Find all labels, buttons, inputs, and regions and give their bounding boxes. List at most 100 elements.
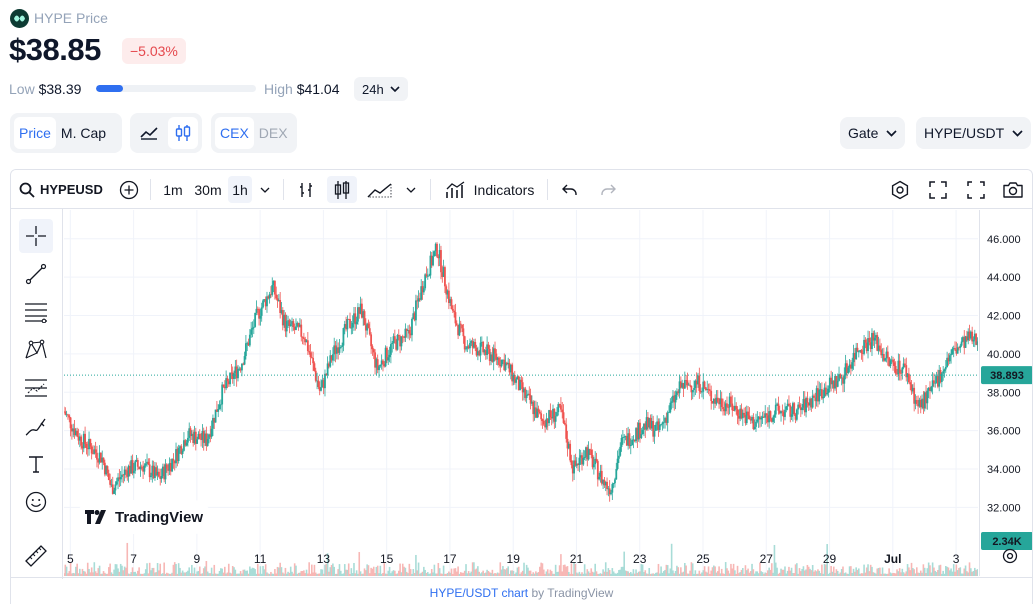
indicators-button[interactable]: Indicators xyxy=(441,176,539,203)
candle-body xyxy=(595,458,598,462)
candle-body xyxy=(952,348,955,349)
volume-bar xyxy=(110,572,113,576)
volume-bar xyxy=(324,564,326,576)
fib-retracement-tool[interactable] xyxy=(19,295,53,329)
volume-bar xyxy=(715,572,718,576)
interval-1m[interactable]: 1m xyxy=(163,181,183,198)
volume-bar xyxy=(143,573,146,576)
time-tick-label: 9 xyxy=(194,552,201,566)
interval-dropdown[interactable] xyxy=(255,176,275,203)
candle-body xyxy=(628,433,631,447)
candle-body xyxy=(469,343,471,349)
volume-bar xyxy=(521,570,524,576)
redo-button[interactable] xyxy=(597,176,619,203)
interval-1h[interactable]: 1h xyxy=(228,176,252,203)
price-axis[interactable]: 46.000 44.000 42.000 40.000 38.000 36.000 34.0… xyxy=(979,210,1032,576)
candle-body xyxy=(503,359,506,371)
settings-button[interactable] xyxy=(887,176,913,203)
volume-bar xyxy=(446,573,449,576)
volume-bar xyxy=(727,570,730,576)
chart-type-dropdown[interactable] xyxy=(401,176,421,203)
fullscreen-button[interactable] xyxy=(925,176,951,203)
volume-bar xyxy=(367,565,370,576)
volume-bar xyxy=(722,573,724,576)
volume-bar xyxy=(151,567,154,576)
volume-bar xyxy=(321,569,324,576)
volume-bar xyxy=(629,572,632,576)
candle-body xyxy=(197,433,200,440)
candle-body xyxy=(802,398,805,408)
candles-style-button[interactable] xyxy=(327,176,357,203)
candle-body xyxy=(581,455,583,465)
price-chart-area[interactable] xyxy=(63,210,1010,576)
volume-bar xyxy=(452,573,454,576)
candle-body xyxy=(546,418,549,424)
text-tool[interactable] xyxy=(19,447,53,481)
tab-market-cap[interactable]: M. Cap xyxy=(60,125,107,141)
volume-bar xyxy=(208,573,210,576)
volume-bar xyxy=(550,571,553,576)
volume-bar xyxy=(937,569,939,576)
undo-button[interactable] xyxy=(559,176,581,203)
ruler-tool[interactable] xyxy=(19,539,53,573)
pair-select[interactable]: HYPE/USDT xyxy=(916,117,1032,149)
trend-line-tool[interactable] xyxy=(19,257,53,291)
volume-bar xyxy=(241,573,243,576)
coin-name: HYPE Price xyxy=(34,10,108,26)
snapshot-button[interactable] xyxy=(999,176,1027,203)
volume-bar xyxy=(366,564,368,576)
tab-dex[interactable]: DEX xyxy=(258,125,288,141)
volume-bar xyxy=(104,572,106,576)
candle-body xyxy=(337,347,340,353)
indicators-icon xyxy=(445,180,465,198)
candle-body xyxy=(794,414,797,420)
candle-chart-button[interactable] xyxy=(168,117,198,149)
tab-cex[interactable]: CEX xyxy=(215,117,254,149)
candle-body xyxy=(455,323,458,326)
volume-bar xyxy=(483,573,486,576)
compare-button[interactable] xyxy=(116,176,142,203)
pattern-tool[interactable] xyxy=(19,333,53,367)
interval-30m[interactable]: 30m xyxy=(194,181,222,198)
tradingview-watermark[interactable]: TradingView xyxy=(77,500,212,534)
candle-body xyxy=(424,274,427,289)
volume-bar xyxy=(268,573,271,576)
candle-body xyxy=(714,398,717,404)
chart-link[interactable]: HYPE/USDT chart xyxy=(429,586,529,600)
candle-body xyxy=(563,422,566,425)
tab-price[interactable]: Price xyxy=(14,117,56,149)
area-style-button[interactable] xyxy=(365,176,395,203)
time-axis[interactable]: 5 7 9 11 13 15 17 19 21 23 25 27 29 Jul 3 xyxy=(64,536,1032,577)
bars-style-button[interactable] xyxy=(293,176,319,203)
volume-bar xyxy=(424,569,426,576)
volume-bar xyxy=(570,563,573,576)
candle-body xyxy=(226,378,229,382)
volume-bar xyxy=(185,571,188,576)
volume-bar xyxy=(954,571,956,576)
candle-body xyxy=(173,460,176,464)
volume-bar xyxy=(82,570,85,576)
volume-bar xyxy=(500,569,503,576)
volume-bar xyxy=(279,562,281,576)
emoji-tool[interactable] xyxy=(19,485,53,519)
candle-body xyxy=(861,353,864,354)
crosshair-tool[interactable] xyxy=(19,219,53,253)
time-axis-labels: 5 7 9 11 13 15 17 19 21 23 25 27 29 Jul 3 xyxy=(67,548,1018,566)
symbol-search[interactable]: HYPEUSD xyxy=(19,176,115,203)
projection-tool[interactable] xyxy=(19,371,53,405)
period-select[interactable]: 24h xyxy=(354,77,408,101)
candle-body xyxy=(312,357,315,364)
candle-body xyxy=(856,347,859,352)
exchange-select[interactable]: Gate xyxy=(840,117,906,149)
expand-button[interactable] xyxy=(963,176,989,203)
volume-bar xyxy=(836,570,839,576)
brush-tool[interactable] xyxy=(19,409,53,443)
candle-body xyxy=(515,379,518,383)
add-symbol-icon xyxy=(119,180,139,199)
line-chart-button[interactable] xyxy=(134,117,164,149)
volume-bar xyxy=(781,569,784,576)
candle-body xyxy=(263,299,266,301)
volume-bar xyxy=(575,572,578,576)
candle-body xyxy=(362,311,365,318)
candle-body xyxy=(561,409,564,413)
